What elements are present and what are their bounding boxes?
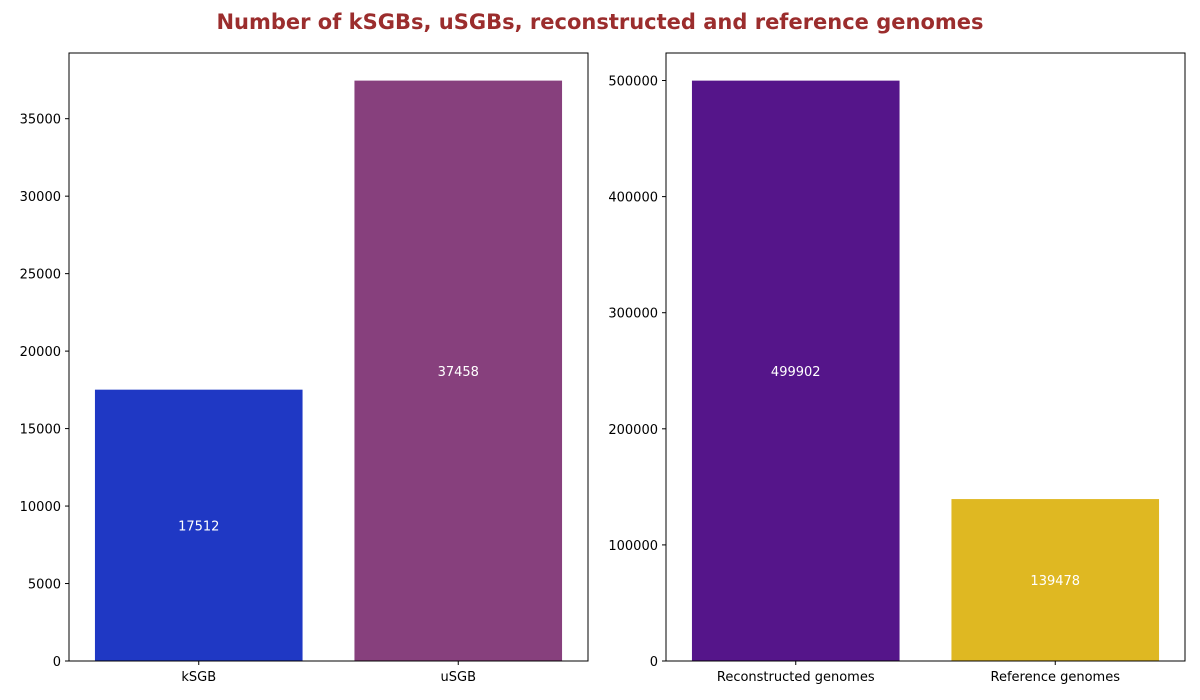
bar-reconstructed-genomes bbox=[691, 80, 900, 661]
right-panel-genomes: 499902 Reconstructed genomes 139478 Referen… bbox=[608, 52, 1186, 685]
left-panel-ksgb-usgb: 17512 kSGB 37458 uSGB 0 5000 10000 15000 20000 25… bbox=[20, 52, 589, 685]
x-tick-label: Reconstructed genomes bbox=[717, 670, 875, 685]
y-tick-label: 0 bbox=[53, 655, 61, 670]
bar-ksgb bbox=[94, 389, 303, 661]
x-tick-label: kSGB bbox=[181, 670, 216, 685]
x-tick-label: Reference genomes bbox=[991, 670, 1121, 685]
bar-value-label: 139478 bbox=[1030, 574, 1080, 589]
y-tick-label: 30000 bbox=[20, 190, 61, 205]
y-tick-label: 5000 bbox=[28, 578, 61, 593]
bar-value-label: 17512 bbox=[178, 519, 219, 534]
bar-value-label: 499902 bbox=[771, 365, 821, 380]
y-tick-label: 35000 bbox=[20, 113, 61, 128]
y-tick-label: 20000 bbox=[20, 345, 61, 360]
axes-frame bbox=[665, 52, 1186, 662]
y-tick-label: 25000 bbox=[20, 268, 61, 283]
bar-value-label: 37458 bbox=[438, 365, 479, 380]
bar-usgb bbox=[354, 80, 563, 661]
y-tick-label: 400000 bbox=[608, 191, 658, 206]
y-tick-label: 10000 bbox=[20, 500, 61, 515]
x-tick-label: uSGB bbox=[441, 670, 476, 685]
y-tick-label: 15000 bbox=[20, 423, 61, 438]
y-tick-label: 0 bbox=[650, 655, 658, 670]
y-tick-label: 500000 bbox=[608, 75, 658, 90]
y-tick-label: 200000 bbox=[608, 423, 658, 438]
bar-reference-genomes bbox=[951, 499, 1160, 661]
figure-title: Number of kSGBs, uSGBs, reconstructed an… bbox=[216, 10, 984, 34]
axes-frame bbox=[68, 52, 589, 662]
y-tick-label: 100000 bbox=[608, 539, 658, 554]
y-tick-label: 300000 bbox=[608, 307, 658, 322]
